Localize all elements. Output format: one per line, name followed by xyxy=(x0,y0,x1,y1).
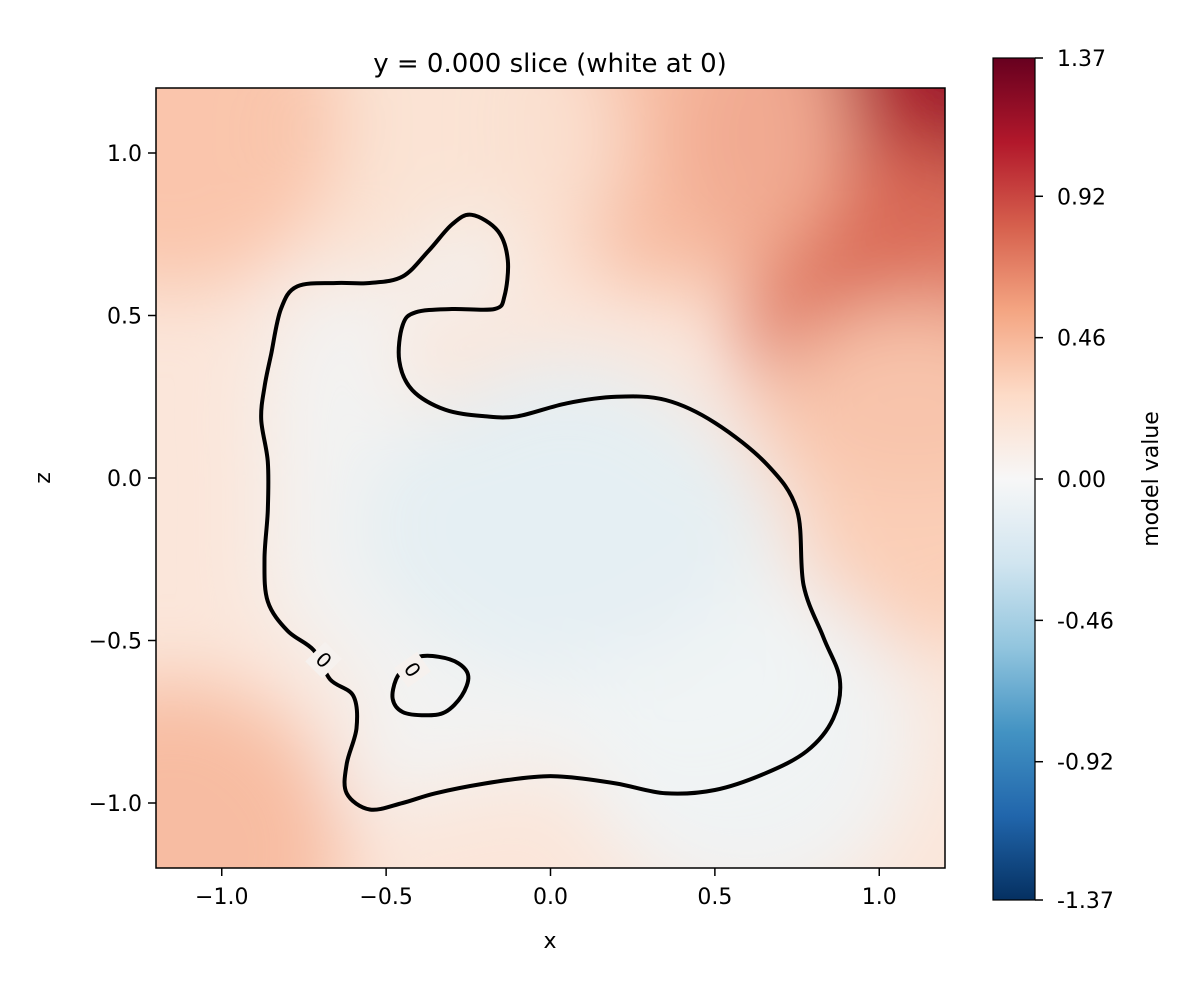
colorbar-tick-label: 0.46 xyxy=(1057,327,1106,352)
contour-label-gap-0 xyxy=(305,641,343,679)
x-tick-label: −0.5 xyxy=(359,885,412,910)
colorbar-tick-label: -1.37 xyxy=(1057,889,1114,914)
colorbar-tick-label: 1.37 xyxy=(1057,47,1106,72)
contour-line-1 xyxy=(390,653,471,718)
y-axis-label: z xyxy=(31,472,56,484)
contour-line-0 xyxy=(259,212,843,812)
x-axis: −1.0 −0.5 0.0 0.5 1.0 xyxy=(195,868,897,910)
x-tick-label: −1.0 xyxy=(195,885,248,910)
y-tick-label: 1.0 xyxy=(107,142,142,167)
colorbar-ticks: 1.37 0.92 0.46 0.00 -0.46 -0.92 -1.37 xyxy=(1035,47,1114,914)
chart-title: y = 0.000 slice (white at 0) xyxy=(373,49,727,79)
y-axis: −1.0 −0.5 0.0 0.5 1.0 xyxy=(89,142,156,817)
x-tick-label: 0.5 xyxy=(697,885,732,910)
x-tick-label: 0.0 xyxy=(533,885,568,910)
x-axis-label: x xyxy=(543,929,556,954)
colorbar-tick-label: -0.46 xyxy=(1057,609,1114,634)
colorbar-tick-label: 0.00 xyxy=(1057,468,1106,493)
x-tick-label: 1.0 xyxy=(862,885,897,910)
colorbar: 1.37 0.92 0.46 0.00 -0.46 -0.92 -1.37 model va… xyxy=(992,47,1164,914)
colorbar-label: model value xyxy=(1139,411,1164,547)
y-tick-label: −0.5 xyxy=(89,630,142,655)
colorbar-gradient xyxy=(992,57,1036,901)
colorbar-tick-label: -0.92 xyxy=(1057,751,1114,776)
heatmap-core xyxy=(357,386,758,667)
heatmap-sample-7 xyxy=(156,681,343,868)
heatmap-sample-5 xyxy=(281,88,622,307)
contour-label-gap-1 xyxy=(394,651,431,688)
heatmap-sample-6 xyxy=(156,88,343,291)
y-tick-label: 0.5 xyxy=(107,305,142,330)
colorbar-tick-label: 0.92 xyxy=(1057,185,1106,210)
y-tick-label: 0.0 xyxy=(107,467,142,492)
y-tick-label: −1.0 xyxy=(89,792,142,817)
